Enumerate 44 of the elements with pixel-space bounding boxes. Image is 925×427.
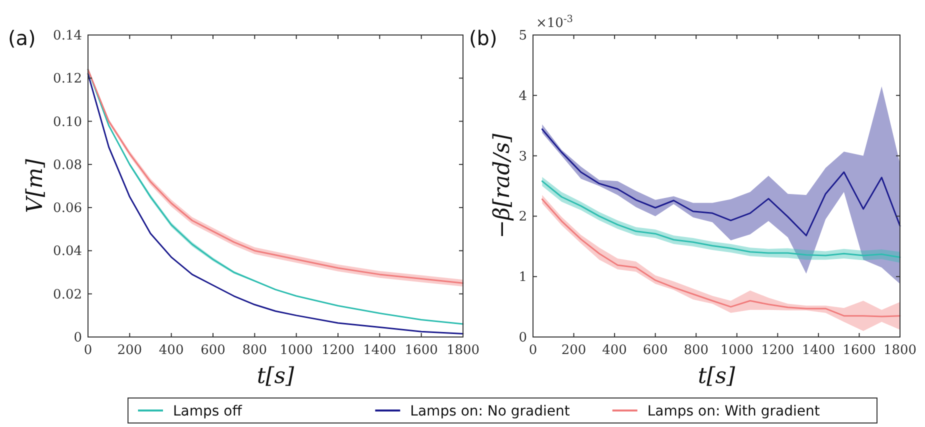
x-tick-label: 1400 <box>363 343 396 358</box>
x-tick-label: 1800 <box>883 343 917 358</box>
x-tick-label: 200 <box>561 343 586 358</box>
text: ×10$^{-3}$ <box>536 14 573 31</box>
x-tick-label: 1200 <box>761 343 794 358</box>
x-tick-label: 1000 <box>720 343 754 358</box>
y-tick-label: 0 <box>74 330 82 346</box>
y-tick-label: 0.12 <box>53 72 82 87</box>
x-tick-label: 1600 <box>404 343 438 358</box>
y-tick-label: 1 <box>518 270 527 286</box>
x-tick-label: 400 <box>602 343 627 358</box>
y-tick-label: 3 <box>518 149 527 164</box>
legend-label: Lamps off <box>173 404 242 420</box>
y-tick-label: 0.08 <box>53 158 82 173</box>
x-axis-title: t[s] <box>698 364 736 389</box>
y-tick-label: 0.04 <box>53 244 82 260</box>
x-tick-label: 1200 <box>321 343 355 358</box>
x-tick-label: 1600 <box>842 343 876 358</box>
legend-label: Lamps on: With gradient <box>647 404 820 420</box>
y-tick-label: 0.10 <box>53 114 82 130</box>
y-tick-label: 0.14 <box>53 28 82 44</box>
y-tick-label: 0.06 <box>53 201 82 216</box>
x-tick-label: 800 <box>242 343 268 358</box>
x-tick-label: 800 <box>684 343 709 358</box>
x-tick-label: 1800 <box>446 343 480 358</box>
x-tick-label: 1000 <box>280 343 313 358</box>
x-tick-label: 200 <box>117 343 142 358</box>
y-tick-label: 0 <box>518 330 527 346</box>
text: (a) <box>8 26 36 50</box>
y-axis-title: −β[rad/s] <box>490 133 515 238</box>
y-tick-label: 5 <box>518 28 527 44</box>
legend-label: Lamps on: No gradient <box>410 404 570 420</box>
x-tick-label: 0 <box>84 343 92 358</box>
x-tick-label: 600 <box>642 343 668 358</box>
x-tick-label: 400 <box>158 343 184 358</box>
y-tick-label: 0.02 <box>53 287 82 302</box>
x-tick-label: 1400 <box>802 343 835 358</box>
y-tick-label: 2 <box>518 210 527 225</box>
x-tick-label: 0 <box>528 343 538 358</box>
text: (b) <box>469 26 498 50</box>
x-axis-title: t[s] <box>256 364 295 389</box>
x-tick-label: 600 <box>200 343 226 358</box>
y-tick-label: 4 <box>518 88 527 104</box>
y-axis-title: V[m] <box>23 158 48 213</box>
